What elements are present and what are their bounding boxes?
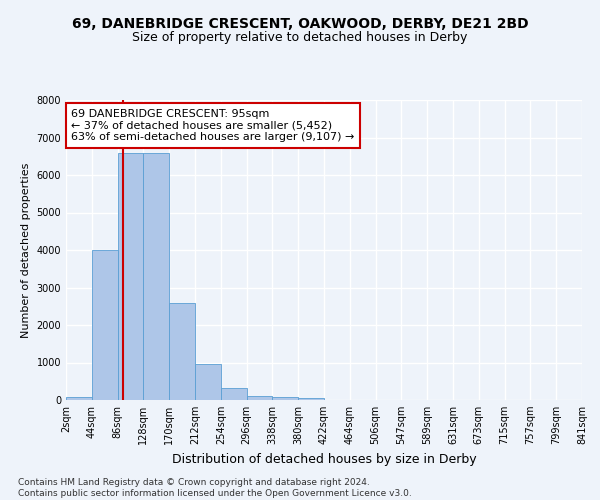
- Bar: [66, 398, 92, 400]
- Bar: [169, 302, 195, 400]
- Bar: [272, 398, 298, 400]
- Bar: [195, 364, 221, 400]
- Text: Contains HM Land Registry data © Crown copyright and database right 2024.
Contai: Contains HM Land Registry data © Crown c…: [18, 478, 412, 498]
- Y-axis label: Number of detached properties: Number of detached properties: [21, 162, 31, 338]
- Bar: [92, 250, 118, 400]
- Bar: [118, 152, 143, 400]
- Text: Size of property relative to detached houses in Derby: Size of property relative to detached ho…: [133, 31, 467, 44]
- Text: 69 DANEBRIDGE CRESCENT: 95sqm
← 37% of detached houses are smaller (5,452)
63% o: 69 DANEBRIDGE CRESCENT: 95sqm ← 37% of d…: [71, 109, 355, 142]
- X-axis label: Distribution of detached houses by size in Derby: Distribution of detached houses by size …: [172, 452, 476, 466]
- Bar: [143, 152, 169, 400]
- Bar: [221, 388, 247, 400]
- Text: 69, DANEBRIDGE CRESCENT, OAKWOOD, DERBY, DE21 2BD: 69, DANEBRIDGE CRESCENT, OAKWOOD, DERBY,…: [71, 18, 529, 32]
- Bar: [247, 396, 272, 400]
- Bar: [298, 398, 324, 400]
